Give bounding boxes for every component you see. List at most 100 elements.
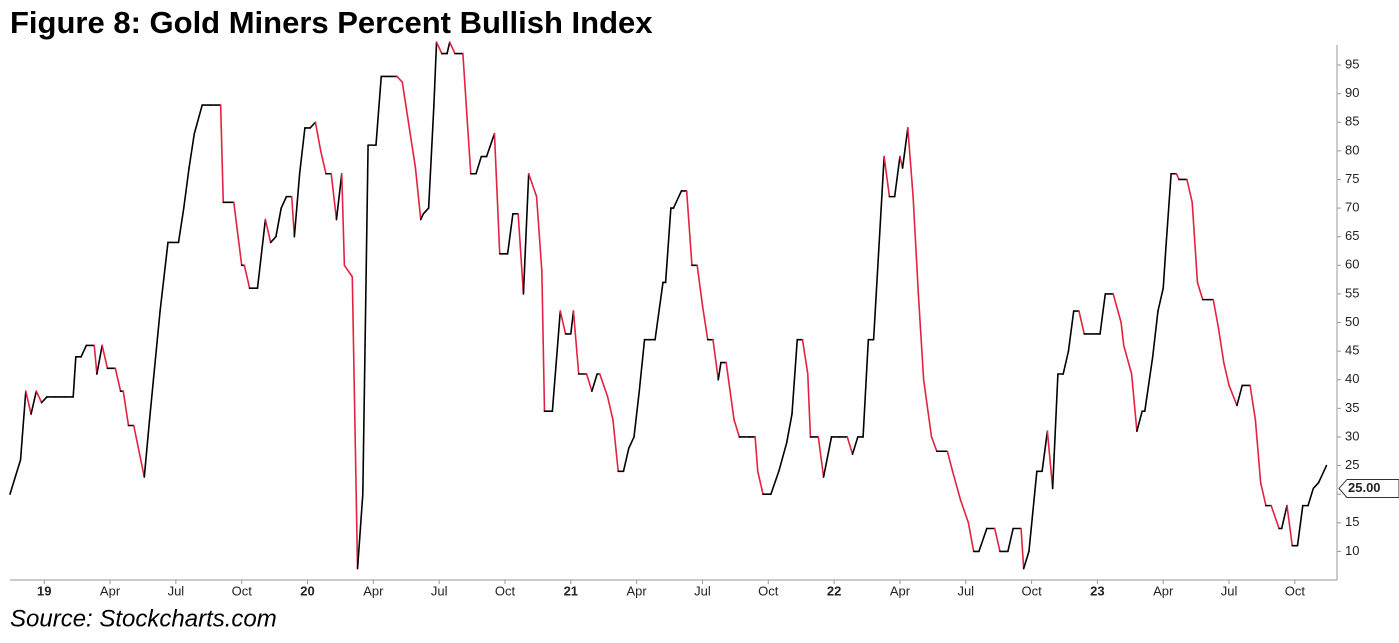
line-segment — [177, 207, 185, 244]
line-segment — [1254, 418, 1262, 484]
line-segment — [435, 41, 443, 55]
line-segment — [696, 264, 704, 307]
x-tick-label: 20 — [300, 583, 314, 598]
line-segment — [356, 493, 364, 570]
line-segment — [148, 310, 161, 421]
x-tick-label: Oct — [758, 583, 779, 598]
line-segment — [1191, 201, 1199, 284]
x-tick-label: Jul — [1221, 583, 1238, 598]
line-segment — [319, 150, 327, 175]
x-tick-label: Oct — [1021, 583, 1042, 598]
line-segment — [527, 172, 538, 198]
line-segment — [427, 104, 435, 209]
line-segment — [598, 373, 609, 398]
line-segment — [1286, 504, 1294, 547]
line-segment — [335, 172, 343, 221]
line-segment — [733, 418, 741, 438]
line-segment — [627, 436, 635, 450]
x-tick-label: 21 — [564, 583, 578, 598]
x-tick-label: Oct — [495, 583, 516, 598]
line-segment — [517, 212, 525, 295]
line-segment — [1062, 350, 1070, 375]
y-tick-label: 70 — [1345, 200, 1359, 215]
line-segment — [401, 81, 409, 118]
line-segment — [522, 172, 530, 295]
line-segment — [433, 41, 438, 106]
line-segment — [907, 127, 914, 198]
line-segment — [851, 436, 859, 455]
line-segment — [1099, 293, 1107, 335]
line-segment — [1151, 310, 1159, 358]
line-segment — [754, 436, 759, 473]
y-tick-label: 95 — [1345, 56, 1359, 71]
chart-title: Figure 8: Gold Miners Percent Bullish In… — [10, 5, 653, 40]
line-segment — [612, 418, 620, 473]
x-tick-label: Apr — [627, 583, 648, 598]
line-segment — [1196, 281, 1204, 301]
line-segment — [785, 413, 793, 444]
y-tick-label: 90 — [1345, 85, 1359, 100]
x-tick-label: Jul — [168, 583, 185, 598]
y-tick-label: 40 — [1345, 371, 1359, 386]
line-segment — [188, 132, 196, 169]
source: Source: Stockcharts.com — [10, 605, 277, 632]
line-segment — [40, 396, 48, 404]
line-segment — [1165, 172, 1172, 249]
line-segment — [448, 41, 456, 55]
line-segment — [96, 344, 103, 375]
line-segment — [375, 75, 383, 146]
line-segment — [143, 418, 151, 478]
line-segment — [893, 155, 901, 198]
line-segment — [396, 75, 404, 83]
line-segment — [822, 436, 833, 478]
line-segment — [572, 310, 580, 375]
line-segment — [541, 270, 546, 413]
line-segment — [256, 241, 264, 289]
line-segment — [725, 361, 735, 421]
line-segment — [1175, 172, 1180, 181]
value-label: 25.00 — [1348, 480, 1381, 495]
line-segment — [1249, 384, 1257, 421]
line-segment — [1296, 504, 1304, 547]
line-segment — [846, 436, 854, 455]
line-segment — [1280, 504, 1288, 530]
line-segment — [114, 367, 122, 392]
x-tick-label: Jul — [431, 583, 448, 598]
line-segment — [1041, 430, 1049, 473]
line-segment — [309, 121, 317, 129]
line-segment — [343, 264, 354, 278]
line-segment — [806, 373, 812, 438]
line-segment — [591, 373, 598, 392]
line-segment — [1217, 327, 1225, 364]
line-segment — [1136, 410, 1143, 433]
line-segment — [1028, 470, 1038, 553]
x-tick-label: Oct — [232, 583, 253, 598]
line-segment — [1112, 293, 1122, 324]
y-tick-label: 55 — [1345, 285, 1359, 300]
line-segment — [1157, 287, 1165, 312]
line-segment — [485, 132, 496, 158]
line-segment — [1312, 481, 1320, 490]
x-tick-label: 22 — [827, 583, 841, 598]
x-tick-label: Apr — [890, 583, 911, 598]
line-segment — [930, 436, 938, 453]
y-tick-label: 50 — [1345, 314, 1359, 329]
line-segment — [1143, 356, 1154, 413]
line-segment — [535, 195, 543, 272]
line-segment — [1222, 361, 1230, 387]
line-segment — [1162, 247, 1167, 289]
line-segment — [159, 241, 169, 312]
line-segment — [717, 361, 722, 381]
x-tick-label: Apr — [100, 583, 121, 598]
x-tick-label: Jul — [957, 583, 974, 598]
line-segment — [314, 121, 322, 152]
line-segment — [1022, 550, 1030, 570]
line-segment — [672, 190, 683, 209]
line-segment — [922, 378, 933, 438]
line-segment — [1067, 310, 1075, 352]
line-segment — [243, 264, 251, 289]
line-segment — [330, 172, 338, 221]
line-segment — [232, 201, 243, 267]
line-segment — [132, 424, 146, 478]
line-segment — [701, 304, 709, 341]
